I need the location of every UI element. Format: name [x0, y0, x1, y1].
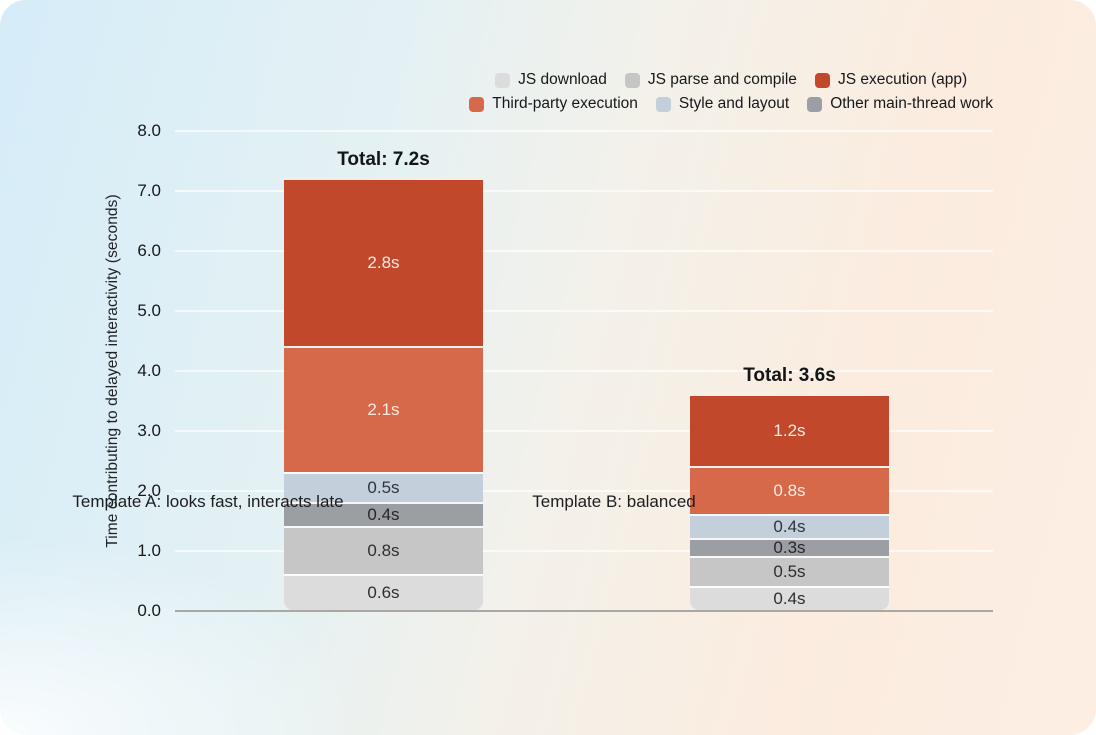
bar-segment-value: 1.2s — [773, 421, 806, 440]
legend-item: JS execution (app) — [814, 71, 968, 89]
bar-total-label: Total: 3.6s — [743, 365, 836, 386]
legend-item: Other main-thread work — [807, 95, 993, 113]
legend-row: JS download JS parse and compile JS execut… — [495, 71, 967, 89]
stacked-bar: 0.4s 0.5s 0.3s 0.4s 0.8s 1.2s Total: 3.6s — [690, 365, 889, 610]
bar-segment: 0.3s — [690, 538, 889, 557]
legend-label: Style and layout — [678, 95, 790, 112]
bar-segment-value: 0.8s — [773, 481, 806, 500]
bar-segment: 0.8s — [284, 526, 483, 574]
stacked-bar: 0.6s 0.8s 0.4s 0.5s 2.1s 2.8s Total: 7.2s — [284, 149, 483, 610]
y-tick-label: 4.0 — [137, 361, 161, 380]
bar-segment-value: 0.4s — [773, 589, 806, 608]
gridline — [175, 490, 993, 492]
bar-total-label: Total: 7.2s — [337, 149, 430, 170]
x-category-label: Template B: balanced — [532, 492, 696, 511]
bar-segment: 0.4s — [690, 586, 889, 610]
bar-segment: 0.5s — [284, 472, 483, 502]
y-tick-label: 1.0 — [137, 541, 161, 560]
y-tick-label: 7.0 — [137, 181, 161, 200]
y-tick-label: 8.0 — [137, 121, 161, 140]
legend-label: Third-party execution — [492, 95, 638, 112]
bar-segment-value: 2.8s — [367, 253, 400, 272]
y-tick-label: 3.0 — [137, 421, 161, 440]
bar-segment: 0.6s — [284, 574, 483, 610]
y-tick-label: 2.0 — [137, 481, 161, 500]
legend-label: JS execution (app) — [837, 71, 968, 88]
bar-segment: 0.8s — [690, 466, 889, 514]
bar-segment-value: 0.6s — [367, 583, 400, 602]
bar-segment-value: 0.3s — [773, 538, 806, 557]
gridline — [175, 370, 993, 372]
legend-swatch-icon — [469, 96, 485, 112]
legend-swatch-icon — [655, 96, 671, 112]
gridline — [175, 250, 993, 252]
legend-swatch-icon — [814, 72, 830, 88]
bar-segment: 2.1s — [284, 346, 483, 472]
x-axis-line — [175, 610, 993, 612]
legend-item: Style and layout — [655, 95, 790, 113]
bar-segment: 0.4s — [284, 502, 483, 526]
legend-swatch-icon — [807, 96, 823, 112]
bar-segment: 0.5s — [690, 556, 889, 586]
legend-item: JS download — [495, 71, 607, 89]
gridline — [175, 190, 993, 192]
legend-swatch-icon — [624, 72, 640, 88]
bar-segment-value: 0.5s — [773, 562, 806, 581]
gridline — [175, 430, 993, 432]
legend-swatch-icon — [495, 72, 511, 88]
y-tick-label: 0.0 — [137, 601, 161, 620]
y-tick-label: 6.0 — [137, 241, 161, 260]
bar-segment-value: 0.4s — [773, 517, 806, 536]
legend: JS download JS parse and compile JS execut… — [469, 71, 993, 113]
gridline — [175, 310, 993, 312]
bar-segment-value: 0.8s — [367, 541, 400, 560]
legend-label: JS parse and compile — [647, 71, 797, 88]
bar-segment: 1.2s — [690, 394, 889, 466]
bar-segment-value: 0.4s — [367, 505, 400, 524]
gridline — [175, 130, 993, 132]
x-category-label: Template A: looks fast, interacts late — [72, 492, 344, 511]
bar-segment-value: 0.5s — [367, 478, 400, 497]
legend-label: JS download — [518, 71, 607, 88]
legend-item: JS parse and compile — [624, 71, 797, 89]
legend-item: Third-party execution — [469, 95, 638, 113]
legend-label: Other main-thread work — [830, 95, 993, 112]
gridline — [175, 550, 993, 552]
y-tick-label: 5.0 — [137, 301, 161, 320]
plot-area: 0.6s 0.8s 0.4s 0.5s 2.1s 2.8s Total: 7.2s 0.4s 0… — [175, 130, 993, 612]
bar-segment: 0.4s — [690, 514, 889, 538]
bar-segment-value: 2.1s — [367, 400, 400, 419]
bar-segment: 2.8s — [284, 178, 483, 346]
legend-row: Third-party execution Style and layout Oth… — [469, 95, 993, 113]
